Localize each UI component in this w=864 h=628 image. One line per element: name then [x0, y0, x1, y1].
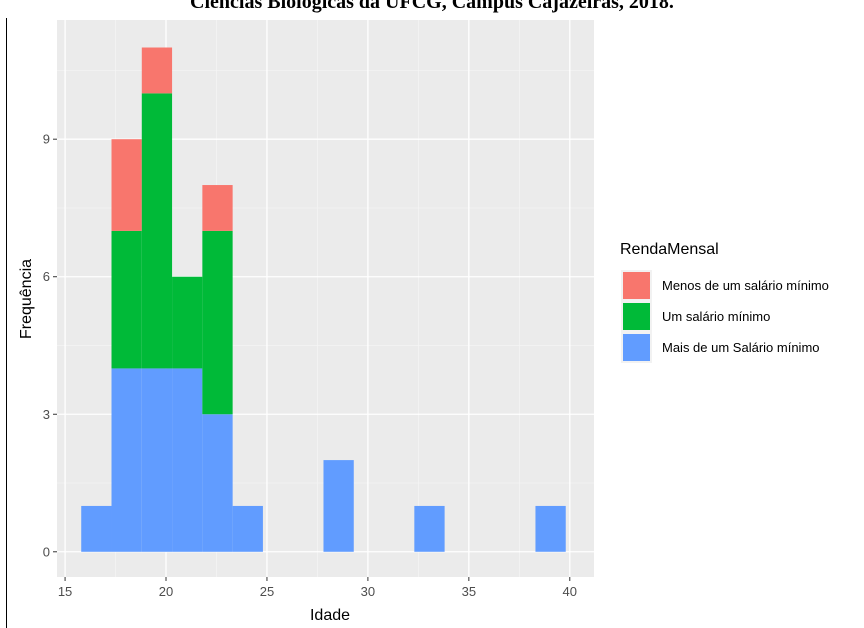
histogram-bar [323, 460, 354, 552]
histogram-bar [232, 505, 263, 552]
legend-swatch [623, 334, 650, 361]
x-tick-label: 20 [159, 584, 173, 599]
y-axis-title: Frequência [18, 259, 35, 339]
legend-swatch [623, 303, 650, 330]
x-tick-label: 30 [361, 584, 375, 599]
histogram-bar [202, 414, 233, 552]
x-tick-label: 35 [462, 584, 476, 599]
histogram-bar [172, 276, 203, 369]
legend-label: Um salário mínimo [662, 309, 770, 324]
legend-items: Menos de um salário mínimo Um salário mín… [621, 270, 829, 363]
legend-swatch [623, 272, 650, 299]
histogram-bar [141, 368, 173, 552]
histogram-bar [111, 139, 142, 231]
y-tick-label: 0 [43, 544, 50, 559]
x-tick-label: 25 [260, 584, 274, 599]
y-axis: 0 3 6 9 [43, 132, 57, 559]
histogram-bar [172, 368, 203, 552]
legend-title: RendaMensal [620, 241, 719, 258]
histogram-bar [141, 93, 173, 369]
legend: RendaMensal Menos de um salário mínimo Um… [620, 241, 829, 363]
x-tick-label: 40 [563, 584, 577, 599]
legend-label: Menos de um salário mínimo [662, 278, 829, 293]
histogram-bar [202, 230, 233, 415]
y-tick-label: 9 [43, 132, 50, 147]
histogram-bar [81, 505, 112, 552]
y-tick-label: 6 [43, 269, 50, 284]
legend-label: Mais de um Salário mínimo [662, 340, 820, 355]
figure-caption: Ciências Biológicas da UFCG, Campus Caja… [190, 0, 674, 13]
frame-border [6, 18, 7, 628]
x-axis-title: Idade [310, 607, 350, 624]
histogram-bar [141, 47, 173, 94]
histogram-bar [111, 230, 142, 369]
x-axis: 15 20 25 30 35 40 [58, 577, 577, 599]
histogram-bar [535, 505, 566, 552]
histogram-bar [111, 368, 142, 552]
y-tick-label: 3 [43, 407, 50, 422]
x-tick-label: 15 [58, 584, 72, 599]
histogram-bar [414, 505, 445, 552]
histogram-bars [81, 47, 566, 552]
histogram-bar [202, 185, 233, 231]
